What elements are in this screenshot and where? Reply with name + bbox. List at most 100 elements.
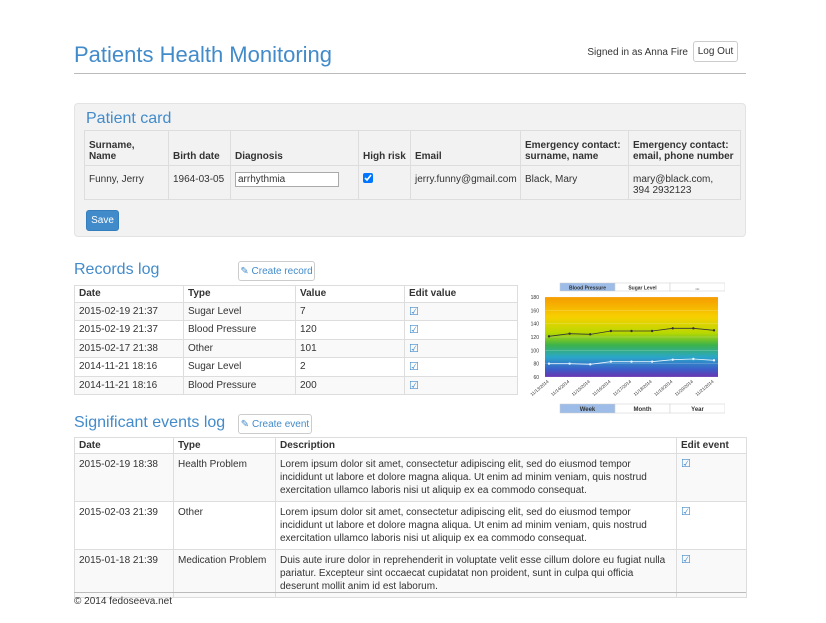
point — [692, 357, 695, 361]
period-tab[interactable] — [669, 403, 725, 414]
period-label: Month — [634, 407, 652, 413]
x-tick-label: 11/18/2014 — [633, 379, 654, 397]
x-tick-label: 11/16/2014 — [591, 379, 612, 397]
point — [547, 335, 551, 338]
column-header: Date — [74, 437, 174, 454]
cell: 2015-01-18 21:39 — [74, 549, 174, 598]
edit-icon[interactable]: ☑ — [409, 324, 419, 337]
tab-label: ... — [695, 286, 700, 292]
cell: Medication Problem — [173, 549, 276, 598]
cell: 120 — [295, 320, 405, 340]
footer: © 2014 fedoseeva.net — [74, 596, 172, 607]
record-row: 2014-11-21 18:16 Blood Pressure 200 ☑ — [74, 375, 518, 395]
card-title: Patient card — [86, 110, 172, 127]
create-event-button[interactable]: ✎ Create event — [238, 414, 312, 434]
cell: Black, Mary — [520, 165, 629, 200]
cell: 2015-02-19 21:37 — [74, 320, 184, 340]
y-tick-label: 140 — [531, 322, 540, 328]
cell: jerry.funny@gmail.com — [410, 165, 521, 200]
tab-label: Sugar Level — [628, 286, 657, 292]
point — [609, 360, 613, 363]
cell: Sugar Level — [183, 357, 296, 377]
edit-icon[interactable]: ☑ — [409, 306, 419, 318]
events-title: Significant events log — [74, 414, 226, 431]
point — [712, 359, 716, 362]
y-tick-label: 60 — [533, 375, 539, 381]
column-header: Description — [275, 437, 677, 454]
column-header: Edit event — [676, 437, 747, 454]
point — [609, 329, 613, 333]
button-label: Create record — [251, 265, 313, 277]
edit-icon[interactable]: ☑ — [409, 379, 419, 392]
column-header: Birth date — [168, 130, 231, 166]
edit-icon[interactable]: ☑ — [681, 458, 691, 470]
y-tick-label: 180 — [531, 295, 540, 301]
point — [630, 360, 633, 363]
cell: 2015-02-03 21:39 — [74, 501, 174, 550]
x-tick-label: 11/19/2014 — [653, 379, 674, 397]
x-tick-label: 11/13/2014 — [529, 379, 550, 397]
cell: Other — [183, 338, 296, 359]
cell: 101 — [295, 338, 405, 359]
cell: Sugar Level — [183, 301, 296, 322]
record-row: 2015-02-17 21:38 Other 101 ☑ — [74, 338, 518, 359]
save-button[interactable]: Save — [86, 210, 119, 231]
cell: 2015-02-19 21:37 — [74, 301, 184, 322]
logout-button[interactable]: Log Out — [693, 41, 738, 62]
data-row: Funny, Jerry 1964-03-05 arrhythmia jerry.fu… — [84, 165, 741, 200]
create-record-button[interactable]: ✎ Create record — [238, 261, 315, 281]
button-label: Create event — [251, 418, 310, 430]
cell: ☑ — [404, 301, 518, 322]
column-header: Email — [410, 130, 521, 166]
y-tick-label: 100 — [531, 348, 540, 354]
cell-line: mary@black.com, — [633, 174, 714, 185]
cell: 2 — [295, 357, 405, 377]
point — [630, 329, 633, 333]
cell: Other — [173, 501, 276, 550]
point — [568, 362, 571, 365]
y-tick-label: 120 — [531, 335, 540, 341]
record-row: 2015-02-19 21:37 Sugar Level 7 ☑ — [74, 301, 518, 322]
cell: Duis aute irure dolor in reprehenderit i… — [275, 549, 677, 598]
cell: Lorem ipsum dolor sit amet, consectetur … — [275, 453, 677, 502]
cell: 2015-02-17 21:38 — [74, 338, 184, 359]
edit-icon[interactable]: ☑ — [681, 554, 691, 566]
point — [547, 362, 551, 365]
period-label: Year — [691, 407, 704, 413]
column-header: Type — [183, 285, 296, 303]
edit-icon[interactable]: ☑ — [409, 361, 419, 374]
cell: 2014-11-21 18:16 — [74, 357, 184, 377]
edit-icon[interactable]: ☑ — [409, 342, 419, 355]
cell: 2014-11-21 18:16 — [74, 375, 184, 395]
column-header: Diagnosis — [230, 130, 359, 166]
column-header: Edit value — [404, 285, 518, 303]
high-risk-checkbox[interactable] — [363, 173, 373, 183]
tab[interactable] — [669, 282, 725, 292]
pencil-icon: ✎ — [240, 265, 252, 277]
records-title: Records log — [74, 261, 160, 278]
cell: arrhythmia — [230, 165, 359, 200]
y-tick-label: 160 — [531, 308, 540, 314]
footer-divider — [74, 592, 746, 593]
divider — [74, 73, 746, 74]
point — [671, 327, 674, 330]
cell: 1964-03-05 — [168, 165, 231, 200]
cell: ☑ — [404, 320, 518, 340]
cell: ☑ — [404, 357, 518, 377]
cell: Funny, Jerry — [84, 165, 169, 200]
edit-icon[interactable]: ☑ — [681, 506, 691, 518]
event-row: 2015-01-18 21:39 Medication Problem Duis a… — [74, 549, 747, 598]
cell: Health Problem — [173, 453, 276, 502]
diagnosis-input[interactable]: arrhythmia — [235, 172, 339, 187]
page-title: Patients Health Monitoring — [74, 42, 333, 67]
event-row: 2015-02-03 21:39 Other Lorem ipsum dolor s… — [74, 501, 747, 550]
column-header: Type — [173, 437, 276, 454]
x-tick-label: 11/21/2014 — [694, 379, 715, 397]
cell: ☑ — [404, 375, 518, 395]
record-row: 2014-11-21 18:16 Sugar Level 2 ☑ — [74, 357, 518, 377]
cell: 200 — [295, 375, 405, 395]
cell: 2015-02-19 18:38 — [74, 453, 174, 502]
cell: ☑ — [676, 549, 747, 598]
x-tick-label: 11/20/2014 — [674, 379, 695, 397]
